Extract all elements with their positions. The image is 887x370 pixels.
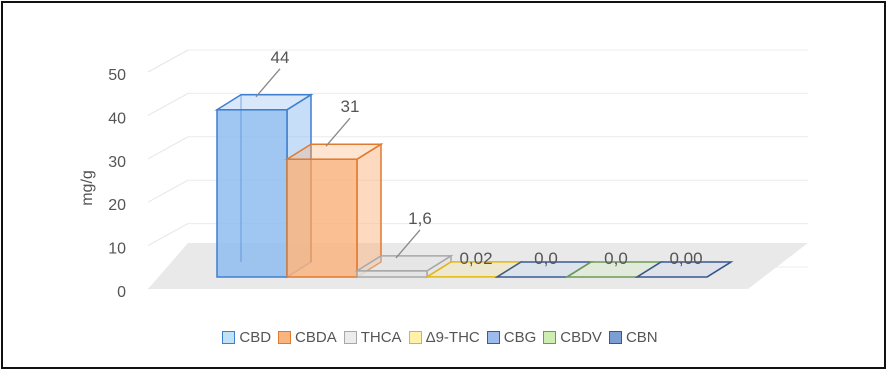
legend-swatch bbox=[543, 330, 557, 344]
data-label: 0,0 bbox=[604, 249, 628, 268]
bar-CBN bbox=[634, 261, 734, 278]
bar-front bbox=[286, 158, 358, 278]
y-tick-label: 20 bbox=[108, 197, 126, 214]
leader-line bbox=[325, 117, 351, 147]
data-label: 0,02 bbox=[459, 249, 492, 268]
legend-item: CBG bbox=[486, 328, 537, 346]
y-tick-label: 40 bbox=[108, 110, 126, 127]
data-label-CBD: 44 bbox=[255, 48, 290, 98]
data-label: 0,00 bbox=[669, 249, 702, 268]
y-tick-label: 10 bbox=[108, 241, 126, 258]
legend-label: Δ9-THC bbox=[425, 328, 480, 346]
data-label-CBN: 0,00 bbox=[669, 249, 702, 268]
bar-front bbox=[216, 109, 288, 278]
data-label: 1,6 bbox=[408, 209, 432, 228]
legend-label: CBG bbox=[503, 328, 537, 346]
legend-label: CBN bbox=[625, 328, 658, 346]
y-tick-label: 30 bbox=[108, 154, 126, 171]
data-label-CBG: 0,0 bbox=[534, 249, 558, 268]
legend-swatch bbox=[608, 330, 622, 344]
y-axis-title: mg/g bbox=[79, 170, 96, 206]
legend-item: CBDA bbox=[278, 329, 337, 346]
legend-swatch bbox=[222, 330, 236, 344]
data-labels-layer: 44 31 1,6 0,02 0,0 0,0 0,00 bbox=[255, 48, 703, 268]
gridline bbox=[147, 92, 189, 116]
y-tick-label: 50 bbox=[108, 67, 126, 84]
legend-swatch bbox=[343, 330, 357, 344]
y-tick-label: 0 bbox=[117, 284, 126, 301]
legend-swatch bbox=[408, 330, 422, 344]
legend-label: CBD bbox=[239, 328, 272, 346]
bar-front bbox=[356, 270, 428, 278]
legend-item: CBD bbox=[222, 329, 271, 346]
bar-THCA bbox=[354, 254, 454, 279]
data-label-Δ9-THC: 0,02 bbox=[459, 249, 492, 268]
leader-line bbox=[395, 229, 421, 259]
legend-swatch bbox=[486, 330, 500, 344]
gridline bbox=[147, 136, 189, 160]
data-label: 31 bbox=[341, 97, 360, 116]
bar-side bbox=[356, 142, 382, 279]
legend-label: CBDV bbox=[560, 328, 602, 346]
legend-label: THCA bbox=[360, 328, 402, 346]
leader-line bbox=[255, 68, 281, 98]
bar-top bbox=[634, 261, 734, 278]
bars-layer bbox=[214, 93, 734, 279]
legend-item: CBN bbox=[608, 328, 658, 346]
legend-item: CBDV bbox=[543, 329, 602, 346]
legend-swatch bbox=[278, 330, 292, 344]
legend-label: CBDA bbox=[295, 328, 337, 346]
legend-item: THCA bbox=[343, 328, 402, 346]
gridline bbox=[147, 223, 189, 247]
legend: CBD CBDA THCA Δ9-THC CBG CBDV CBN bbox=[0, 322, 887, 352]
data-label: 0,0 bbox=[534, 249, 558, 268]
y-axis: 0 10 20 30 40 50 bbox=[108, 67, 126, 301]
bar-CBDA bbox=[284, 142, 384, 279]
data-label-CBDV: 0,0 bbox=[604, 249, 628, 268]
gridline bbox=[147, 49, 189, 73]
gridline bbox=[147, 179, 189, 203]
data-label-CBDA: 31 bbox=[325, 97, 360, 147]
data-label: 44 bbox=[271, 48, 290, 67]
data-label-THCA: 1,6 bbox=[395, 209, 432, 259]
legend-item: Δ9-THC bbox=[408, 328, 480, 346]
